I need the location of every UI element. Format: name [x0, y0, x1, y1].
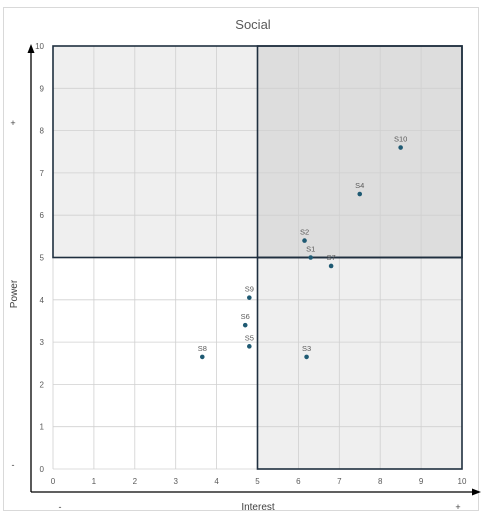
- data-points: S10 S4 S2 S1 S7 S9 S6 S5 S8 S3: [198, 135, 407, 360]
- x-axis-title: Interest: [241, 502, 275, 513]
- y-tick-label: 7: [40, 169, 45, 178]
- data-point-label: S1: [306, 245, 315, 254]
- x-tick-label: 6: [296, 477, 301, 486]
- x-axis-low-sign: -: [59, 502, 62, 512]
- y-tick-label: 0: [40, 465, 45, 474]
- x-axis-high-sign: +: [455, 502, 460, 512]
- data-point: [247, 295, 252, 300]
- quadrant-top-right: [257, 46, 462, 258]
- data-point-label: S6: [241, 312, 250, 321]
- data-point: [304, 354, 309, 360]
- tick-labels: 0 1 2 3 4 5 6 7 8 9 10 0 1 2 3 4 5 6 7 8 9 10: [35, 42, 467, 486]
- quadrant-bottom-right: [257, 257, 462, 469]
- data-point: [242, 322, 248, 328]
- y-tick-label: 1: [40, 423, 45, 432]
- y-tick-label: 4: [40, 296, 45, 305]
- data-point-label: S5: [245, 333, 254, 342]
- x-tick-label: 5: [255, 477, 260, 486]
- y-tick-label: 6: [40, 211, 45, 220]
- y-tick-label: 10: [35, 42, 44, 51]
- x-tick-label: 9: [419, 477, 424, 486]
- quadrant-top-left: [53, 46, 258, 258]
- y-axis-arrow-icon: [27, 44, 35, 53]
- data-point-label: S10: [394, 135, 407, 144]
- x-tick-label: 0: [51, 477, 56, 486]
- x-tick-label: 1: [92, 477, 97, 486]
- frame-bottom-right-quadrant: [256, 256, 463, 470]
- y-axis-high-sign: +: [10, 118, 15, 128]
- data-point: [247, 344, 252, 349]
- quadrant-frames: [52, 45, 463, 470]
- data-point-label: S8: [198, 344, 207, 353]
- data-point-label: S7: [327, 253, 336, 262]
- quadrant-bottom-left: [53, 257, 258, 469]
- chart-title: Social: [235, 17, 271, 32]
- x-axis-arrow-icon: [472, 488, 481, 496]
- x-tick-label: 2: [133, 477, 138, 486]
- x-tick-label: 4: [214, 477, 219, 486]
- x-tick-label: 7: [337, 477, 342, 486]
- x-tick-label: 8: [378, 477, 383, 486]
- data-point: [357, 191, 363, 197]
- data-point-label: S9: [245, 285, 254, 294]
- x-tick-label: 10: [458, 477, 467, 486]
- y-tick-label: 8: [40, 127, 45, 136]
- y-tick-label: 3: [40, 338, 45, 347]
- data-point-label: S2: [300, 228, 309, 237]
- x-tick-label: 3: [173, 477, 178, 486]
- y-tick-label: 2: [40, 380, 45, 389]
- quadrant-backgrounds: [53, 46, 462, 469]
- data-point: [302, 238, 307, 243]
- y-axis-low-sign: -: [12, 460, 15, 470]
- data-point: [328, 263, 334, 269]
- y-tick-label: 5: [40, 254, 45, 263]
- data-point: [199, 354, 205, 360]
- axes: [27, 44, 481, 496]
- data-point-label: S4: [355, 181, 364, 190]
- y-axis-title: Power: [9, 279, 20, 308]
- data-point: [398, 145, 403, 150]
- data-point-label: S3: [302, 344, 311, 353]
- y-tick-label: 9: [40, 84, 45, 93]
- data-point: [308, 255, 313, 260]
